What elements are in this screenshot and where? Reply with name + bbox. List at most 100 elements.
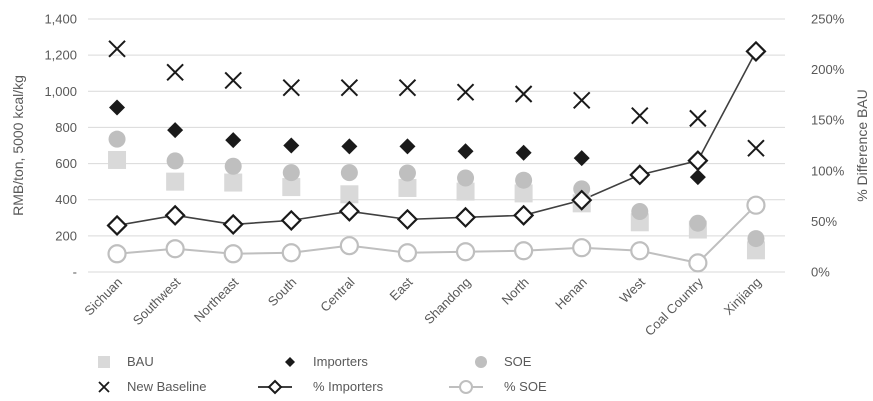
left-tick-label: 600 (55, 156, 77, 171)
legend-marker (98, 356, 110, 368)
new-baseline-point (514, 85, 533, 103)
new-baseline-point (166, 63, 184, 82)
category-label: Shandong (421, 275, 474, 328)
right-tick-label: 0% (811, 265, 830, 280)
bau-point (514, 184, 533, 203)
importers-point (167, 122, 184, 139)
legend-item-importers: Importers (285, 354, 368, 369)
legend-marker (267, 379, 283, 395)
right-tick-label: 100% (811, 163, 845, 178)
right-axis-ticks: 0% 50% 100% 150% 200% 250% (811, 12, 845, 280)
importers-point (745, 40, 767, 62)
legend-item-importers: % Importers (258, 379, 384, 395)
soe-point (455, 242, 476, 262)
category-label: Southwest (130, 274, 184, 328)
category-label: North (499, 275, 532, 308)
right-tick-label: 250% (811, 12, 845, 27)
legend-marker (98, 381, 110, 393)
importers-point (573, 150, 590, 167)
legend-label: % Importers (313, 379, 384, 394)
bau-point (456, 182, 475, 201)
importers-point (283, 137, 300, 154)
category-label: East (387, 274, 416, 303)
soe-point (282, 164, 300, 182)
importers-point (457, 143, 474, 160)
legend-marker (285, 357, 295, 367)
legend-marker (475, 356, 487, 368)
bau-point (746, 241, 765, 260)
left-tick-label: 1,000 (44, 84, 77, 99)
bau-point (282, 178, 301, 197)
new-baseline-point (398, 78, 417, 97)
soe-point (457, 169, 475, 187)
category-label: West (617, 274, 649, 306)
new-baseline-point (108, 40, 126, 58)
soe-point (630, 241, 650, 261)
legend-item-soe: % SOE (449, 379, 547, 394)
legend-item-bau: BAU (98, 354, 154, 369)
bau-point (108, 150, 127, 169)
soe-point (397, 243, 418, 263)
category-labels: Sichuan Southwest Northeast South Central Eas… (81, 274, 764, 339)
new-baseline-point (747, 139, 765, 157)
soe-line (116, 204, 757, 264)
category-label: Henan (552, 275, 590, 313)
soe-point (515, 171, 533, 189)
right-tick-label: 200% (811, 62, 845, 77)
legend-marker (459, 380, 473, 394)
category-label: South (265, 275, 300, 310)
left-tick-label: 800 (55, 120, 77, 135)
importers-point (164, 204, 186, 226)
left-tick-label: - (73, 265, 77, 280)
importers-point (515, 144, 532, 161)
bau-point (340, 185, 359, 204)
importers-line (116, 51, 757, 227)
new-baseline-point (282, 78, 300, 97)
soe-point (688, 253, 708, 273)
series-lines (116, 51, 757, 264)
importers-point (222, 213, 244, 235)
category-label: Coal Country (642, 274, 707, 339)
left-tick-label: 200 (55, 228, 77, 243)
soe-point (340, 164, 358, 182)
left-axis-ticks: - 200 400 600 800 1,000 1,200 1,400 (44, 12, 77, 280)
importers-point (396, 208, 419, 230)
new-baseline-point (340, 78, 359, 97)
soe-point (165, 239, 185, 259)
soe-point (514, 241, 534, 261)
soe-point (398, 164, 416, 182)
new-baseline-point (631, 106, 649, 125)
new-baseline-point (456, 83, 475, 101)
left-tick-label: 1,200 (44, 48, 77, 63)
soe-point (631, 202, 649, 220)
importers-point (338, 200, 360, 222)
soe-point (223, 244, 243, 264)
importers-point (280, 209, 302, 231)
soe-point (339, 236, 359, 256)
legend-label: Importers (313, 354, 368, 369)
soe-point (281, 243, 301, 263)
importers-point (454, 206, 477, 228)
left-axis-title: RMB/ton, 5000 kcal/kg (10, 75, 26, 216)
importers-point (689, 169, 706, 186)
gridlines (88, 18, 785, 273)
importers-point (513, 204, 535, 226)
legend-item-soe: SOE (475, 354, 532, 369)
importers-point (571, 189, 593, 211)
new-baseline-point (573, 91, 591, 110)
category-label: Sichuan (81, 275, 125, 319)
soe-point (224, 157, 242, 175)
legend-label: % SOE (504, 379, 547, 394)
soe-point (166, 152, 184, 170)
importers-point (109, 99, 126, 116)
bau-point (398, 178, 417, 197)
legend-label: BAU (127, 354, 154, 369)
importers-point (225, 132, 242, 149)
importers-point (687, 150, 709, 172)
new-baseline-point (689, 109, 707, 128)
left-tick-label: 1,400 (44, 12, 77, 27)
legend: BAU Importers SOE New Baseline % Importers % … (98, 354, 547, 395)
soe-point (572, 238, 592, 258)
soe-point (747, 230, 765, 248)
soe-point (689, 214, 707, 232)
